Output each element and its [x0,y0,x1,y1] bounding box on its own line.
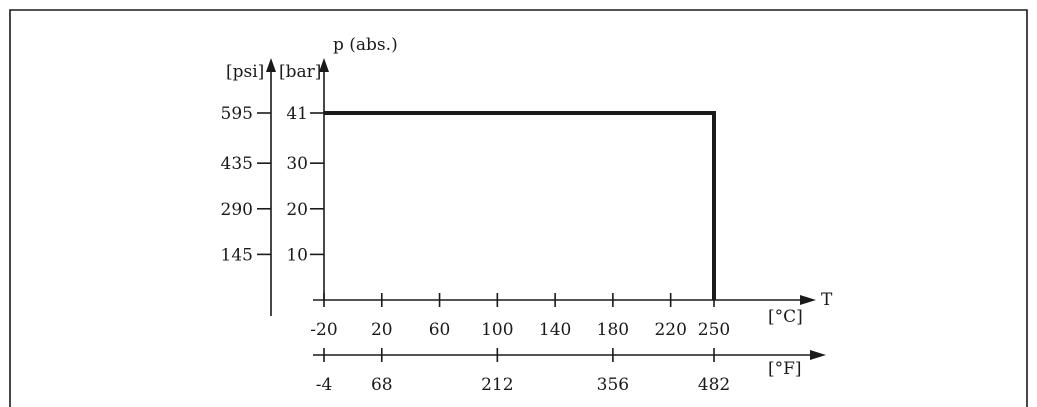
x-tick-label-celsius: 180 [597,320,629,340]
y-axis-label-psi: [psi] [226,62,264,82]
x-tick-label-celsius: 140 [539,320,571,340]
chart-border [9,9,1028,407]
pressure-limit-line [324,111,716,300]
x-tick-label-celsius: 20 [371,320,393,340]
x-tick-label-fahrenheit: 356 [597,375,629,395]
x-axis-fahrenheit-arrow [810,350,826,360]
chart-marks: -20 20 60 100 140 180 220 250 -4 68 212 356 482 10 145… [221,58,826,395]
y-tick-label-bar: 41 [286,104,308,124]
x-tick-label-celsius: 250 [698,320,730,340]
x-tick-label-celsius: 220 [654,320,686,340]
chart-title: p (abs.) [333,35,398,55]
y-axis-label-bar: [bar] [279,62,321,82]
y-tick-label-bar: 10 [286,245,308,265]
x-tick-label-fahrenheit: 482 [698,375,730,395]
y-tick-label-psi: 595 [221,104,253,124]
x-tick-label-celsius: 100 [481,320,513,340]
y-tick-label-bar: 20 [286,200,308,220]
y-tick-label-psi: 290 [221,200,253,220]
x-axis-label-fahrenheit: [°F] [768,359,802,379]
x-tick-label-celsius: 60 [429,320,451,340]
x-tick-label-fahrenheit: 212 [481,375,513,395]
y-tick-label-psi: 435 [221,154,253,174]
x-tick-label-celsius: -20 [310,320,337,340]
x-axis-label-celsius: [°C] [768,307,803,327]
x-tick-label-fahrenheit: 68 [371,375,393,395]
y-axis-bar-arrow [319,58,329,72]
x-tick-label-fahrenheit: -4 [316,375,333,395]
y-axis-psi-arrow [266,58,276,72]
y-tick-label-psi: 145 [221,245,253,265]
y-tick-label-bar: 30 [286,154,308,174]
x-axis-name: T [821,290,833,310]
x-axis-celsius-arrow [800,295,816,305]
